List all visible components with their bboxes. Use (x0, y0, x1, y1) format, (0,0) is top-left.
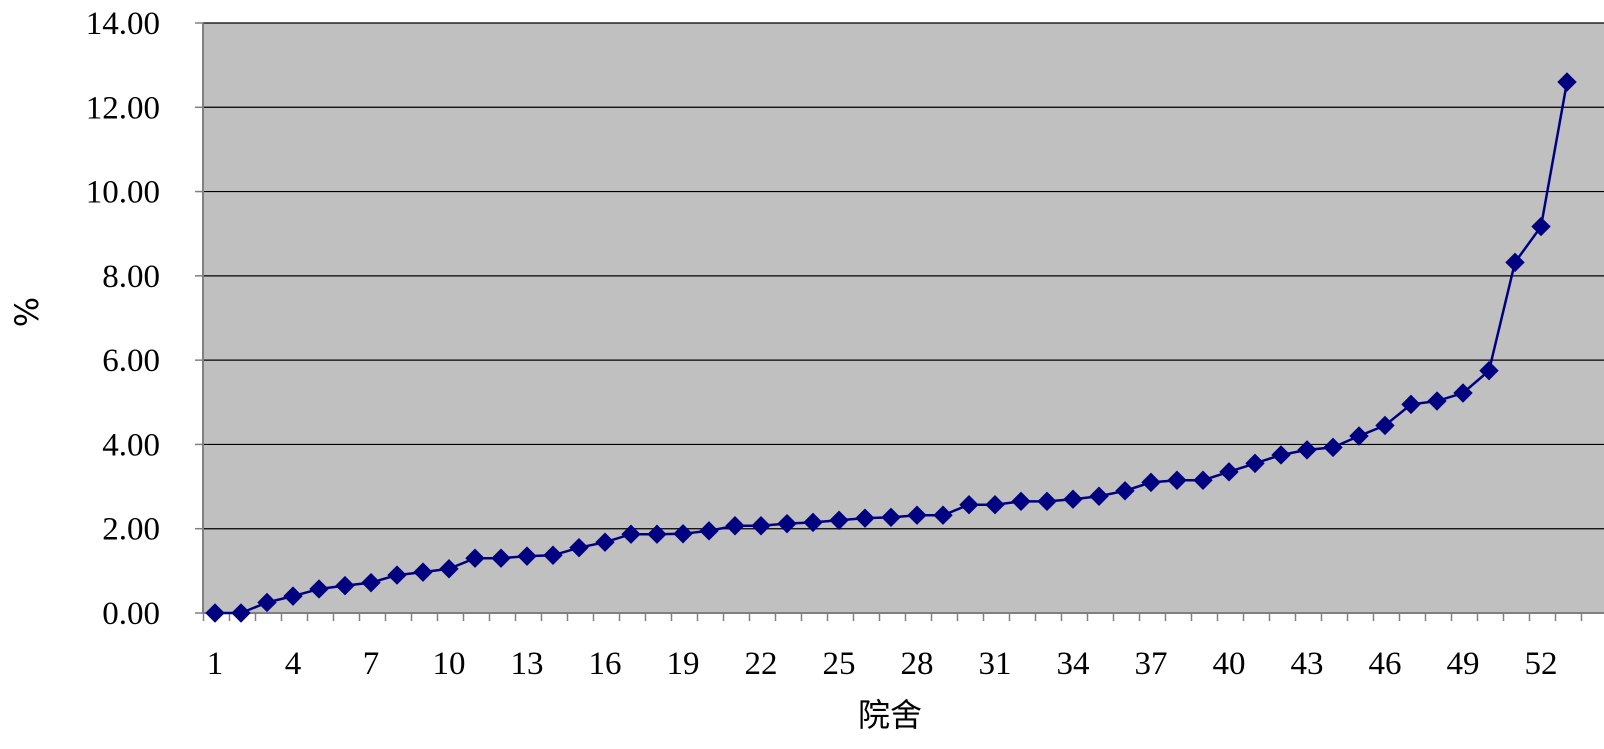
y-tick-label: 0.00 (102, 596, 160, 632)
y-tick-label: 4.00 (102, 427, 160, 463)
series-1 (205, 72, 1577, 623)
x-tick-label: 7 (363, 646, 380, 682)
data-point (543, 545, 563, 565)
data-point (803, 512, 823, 533)
data-point (1557, 72, 1577, 92)
data-point (1271, 445, 1291, 465)
data-point (1037, 491, 1057, 512)
x-tick-label: 31 (979, 646, 1012, 682)
data-point (1401, 394, 1421, 415)
data-point (387, 565, 407, 585)
data-point (361, 572, 381, 593)
data-point (205, 603, 225, 623)
gridlines (195, 22, 1604, 614)
x-tick-label: 10 (433, 646, 466, 682)
data-point (933, 505, 953, 525)
data-point (413, 562, 433, 582)
data-point (1505, 252, 1525, 273)
data-point (1349, 426, 1369, 446)
plot-area (203, 23, 1604, 613)
x-tick-label: 40 (1213, 646, 1246, 682)
x-tick-label: 46 (1369, 646, 1402, 682)
data-point (1453, 383, 1473, 403)
x-tick-label: 49 (1447, 646, 1480, 682)
data-point (621, 524, 641, 544)
data-point (1479, 360, 1499, 381)
data-point (1089, 486, 1109, 506)
y-tick-label: 8.00 (102, 259, 160, 295)
data-point (829, 510, 849, 530)
data-point (647, 524, 667, 544)
data-point (1245, 453, 1265, 474)
data-point (907, 505, 927, 525)
data-point (335, 575, 355, 596)
data-point (1141, 472, 1161, 493)
x-axis-title: 院舍 (858, 696, 922, 734)
data-point (855, 508, 875, 528)
data-point (1427, 391, 1447, 411)
data-point (465, 548, 485, 568)
data-point (491, 548, 511, 568)
x-tick-label: 1 (207, 646, 224, 682)
x-tick-label: 4 (285, 646, 302, 682)
data-point (283, 586, 303, 606)
x-tick-label: 16 (589, 646, 622, 682)
y-tick-label: 10.00 (86, 175, 160, 211)
x-tick-label: 37 (1135, 646, 1168, 682)
data-point (725, 516, 745, 536)
data-point (1323, 437, 1343, 458)
data-point (699, 521, 719, 541)
y-tick-label: 12.00 (86, 90, 160, 126)
x-tick-label: 34 (1057, 646, 1090, 682)
data-point (1531, 216, 1551, 237)
data-point (1375, 415, 1395, 436)
y-tick-labels: 0.00 2.00 4.00 6.00 8.00 10.00 12.00 14.00 (86, 6, 160, 632)
x-tick-label: 43 (1291, 646, 1324, 682)
x-tick-label: 28 (901, 646, 934, 682)
data-point (959, 494, 979, 515)
data-point (1193, 470, 1213, 490)
data-point (231, 603, 251, 623)
data-point (1167, 470, 1187, 490)
data-point (517, 546, 537, 566)
axes (202, 23, 1604, 621)
x-tick-label: 13 (511, 646, 544, 682)
data-point (257, 592, 277, 613)
data-point (1011, 491, 1031, 512)
y-tick-label: 2.00 (102, 512, 160, 548)
data-point (595, 532, 615, 552)
data-point (881, 507, 901, 528)
x-tick-labels: 1 4 7 10 13 16 19 22 25 28 31 34 37 40 43 46 49 52 (207, 646, 1558, 682)
data-point (309, 579, 329, 599)
data-point (751, 516, 771, 536)
x-tick-label: 22 (745, 646, 778, 682)
data-point (1115, 481, 1135, 501)
data-point (569, 537, 589, 558)
data-point (1297, 440, 1317, 460)
data-point (439, 559, 459, 579)
y-tick-label: 14.00 (86, 6, 160, 42)
data-point (777, 513, 797, 534)
data-point (1063, 489, 1083, 509)
data-point (673, 524, 693, 544)
data-point (985, 494, 1005, 515)
data-point (1219, 462, 1239, 482)
x-tick-label: 52 (1525, 646, 1558, 682)
x-tick-label: 19 (667, 646, 700, 682)
y-tick-label: 6.00 (102, 343, 160, 379)
y-axis-title: % (8, 297, 46, 327)
x-tick-label: 25 (823, 646, 856, 682)
